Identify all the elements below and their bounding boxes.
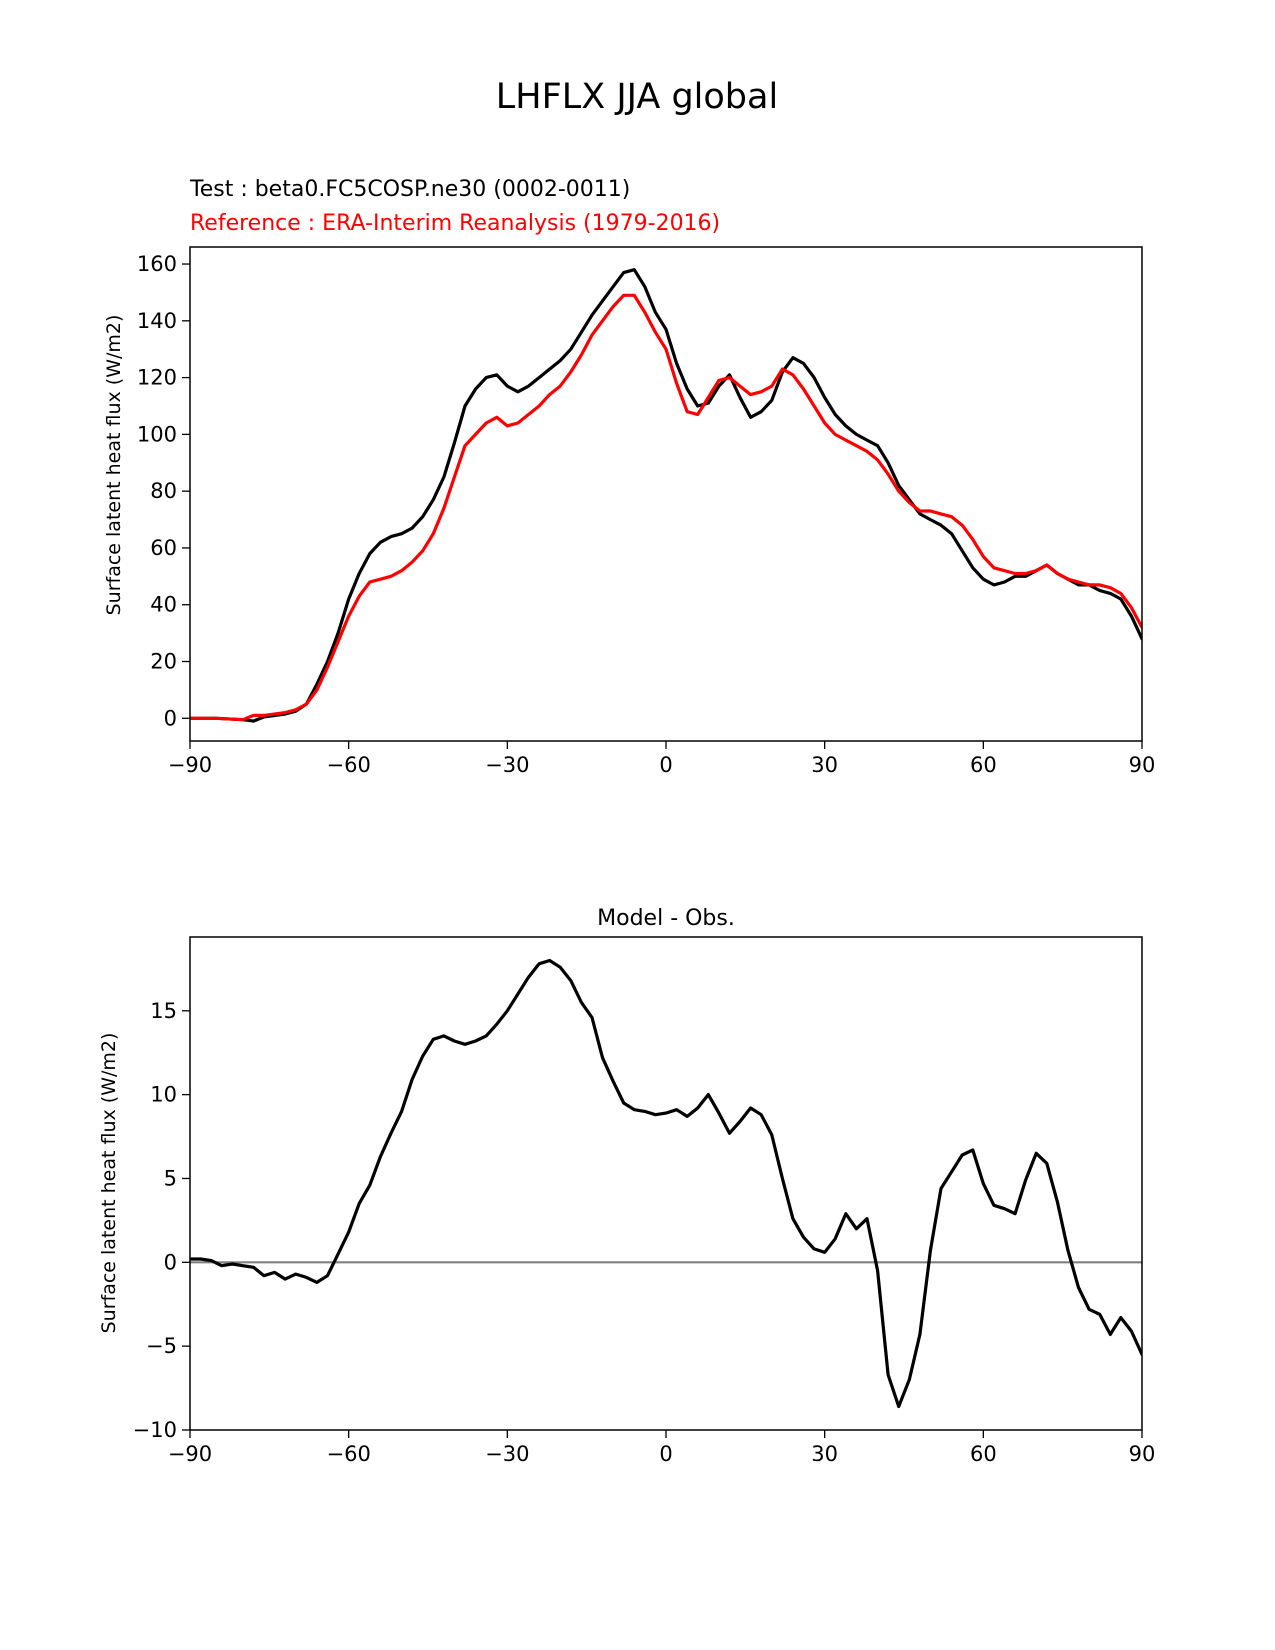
difference-x-tick-label: 60 <box>970 1442 997 1466</box>
profile-y-tick-label: 0 <box>164 706 177 730</box>
profile-y-tick-label: 80 <box>150 479 177 503</box>
profile-y-tick-label: 160 <box>137 252 177 276</box>
difference-series-model-obs- <box>190 958 1142 1409</box>
profile-y-tick-label: 40 <box>150 593 177 617</box>
profile-x-tick-label: −90 <box>168 753 212 777</box>
difference-x-tick-label: −30 <box>485 1442 529 1466</box>
difference-y-tick-label: −5 <box>146 1334 177 1358</box>
profile-y-tick-label: 100 <box>137 422 177 446</box>
profile-tick-layer: −90 −60 −30 0 30 60 90 0 20 40 60 80 100 120 140 160 <box>137 252 1155 777</box>
profile-y-tick-label: 60 <box>150 536 177 560</box>
difference-x-tick-label: −90 <box>168 1442 212 1466</box>
difference-series-layer <box>190 958 1142 1409</box>
difference-y-tick-label: 10 <box>150 1083 177 1107</box>
difference-y-axis-label: Surface latent heat flux (W/m2) <box>98 1033 120 1334</box>
profile-series-reference <box>190 293 1142 722</box>
difference-y-tick-label: 0 <box>164 1250 177 1274</box>
profile-x-tick-label: 0 <box>659 753 672 777</box>
profile-panel: Test : beta0.FC5COSP.ne30 (0002-0011) Re… <box>103 177 1155 777</box>
difference-x-tick-label: 0 <box>659 1442 672 1466</box>
difference-tick-layer: −90 −60 −30 0 30 60 90 −10 −5 0 5 10 15 <box>133 999 1156 1466</box>
difference-x-tick-label: 90 <box>1129 1442 1156 1466</box>
difference-plot-frame <box>189 936 1143 1431</box>
difference-y-tick-label: −10 <box>133 1418 177 1442</box>
profile-plot-frame <box>189 246 1143 742</box>
profile-x-tick-label: 30 <box>811 753 838 777</box>
profile-y-tick-label: 20 <box>150 650 177 674</box>
difference-y-tick-label: 5 <box>164 1166 177 1190</box>
profile-y-tick-label: 140 <box>137 309 177 333</box>
profile-x-tick-label: 90 <box>1129 753 1156 777</box>
profile-y-tick-label: 120 <box>137 366 177 390</box>
profile-x-tick-label: 60 <box>970 753 997 777</box>
reference-label: Reference : ERA-Interim Reanalysis (1979… <box>190 211 720 236</box>
difference-x-tick-label: 30 <box>811 1442 838 1466</box>
profile-y-axis-label: Surface latent heat flux (W/m2) <box>103 315 125 616</box>
profile-x-tick-label: −30 <box>485 753 529 777</box>
difference-x-tick-label: −60 <box>327 1442 371 1466</box>
suptitle: LHFLX JJA global <box>496 77 778 117</box>
difference-y-tick-label: 15 <box>150 999 177 1023</box>
profile-series-layer <box>190 268 1142 723</box>
test-label: Test : beta0.FC5COSP.ne30 (0002-0011) <box>189 177 630 202</box>
difference-title: Model - Obs. <box>597 906 735 931</box>
difference-panel: Model - Obs. Surface latent heat flux (W… <box>98 906 1155 1466</box>
profile-x-tick-label: −60 <box>327 753 371 777</box>
profile-series-test <box>190 268 1142 723</box>
